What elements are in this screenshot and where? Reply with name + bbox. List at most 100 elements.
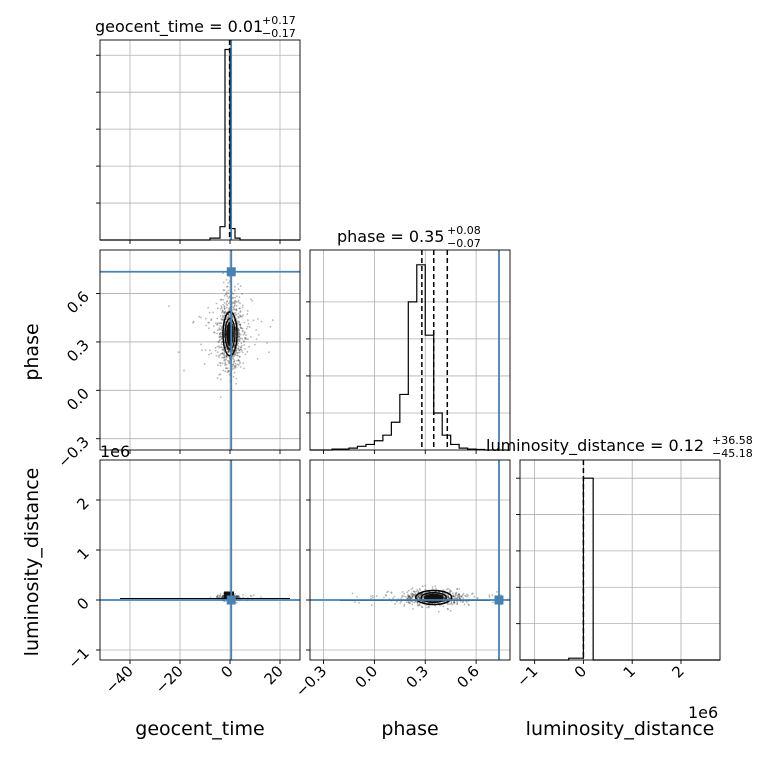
phase-vs-geocent-time-sample-point bbox=[213, 331, 216, 334]
phase-marginal-bin-5 bbox=[366, 444, 374, 450]
luminosity-distance-vs-phase-sample-point bbox=[416, 601, 419, 604]
phase-vs-geocent-time-sample-point bbox=[218, 336, 221, 339]
luminosity-distance-vs-phase-sample-point bbox=[424, 588, 427, 591]
phase-vs-geocent-time-sample-point bbox=[227, 370, 230, 373]
phase-vs-geocent-time-sample-point bbox=[247, 323, 250, 325]
phase-vs-geocent-time-sample-point bbox=[221, 352, 224, 355]
phase-vs-geocent-time-sample-point bbox=[210, 319, 213, 322]
phase-vs-geocent-time-sample-point bbox=[223, 356, 226, 358]
phase-vs-geocent-time-sample-point bbox=[243, 332, 246, 335]
phase-vs-geocent-time-sample-point bbox=[225, 301, 228, 303]
phase-vs-geocent-time-sample-point bbox=[241, 338, 244, 340]
phase-vs-geocent-time-sample-point bbox=[233, 353, 236, 356]
luminosity-distance-vs-phase-sample-point bbox=[411, 594, 414, 597]
luminosity-distance-vs-phase-sample-point bbox=[450, 602, 453, 605]
phase-vs-geocent-time-sample-point bbox=[227, 292, 230, 295]
luminosity-distance-vs-geocent-time-xticklabel-1: −20 bbox=[152, 662, 187, 697]
phase-vs-geocent-time-sample-point bbox=[235, 365, 237, 367]
luminosity-distance-vs-phase-sample-point bbox=[447, 596, 450, 599]
phase-vs-geocent-time-sample-point bbox=[222, 314, 224, 317]
phase-vs-geocent-time-sample-point bbox=[219, 346, 222, 348]
phase-vs-geocent-time-sample-point bbox=[240, 344, 243, 347]
luminosity-distance-vs-phase-xticklabel-0: −0.3 bbox=[292, 662, 330, 700]
phase-vs-geocent-time-sample-point bbox=[239, 285, 242, 288]
luminosity-distance-vs-phase-sample-point bbox=[454, 593, 457, 596]
phase-vs-geocent-time-sample-point bbox=[239, 366, 242, 368]
luminosity-distance-vs-phase-sample-point bbox=[488, 594, 491, 597]
phase-vs-geocent-time-sample-point bbox=[220, 329, 223, 332]
luminosity-distance-vs-phase-sample-point bbox=[446, 596, 449, 598]
phase-vs-geocent-time-sample-point bbox=[238, 307, 241, 310]
luminosity-distance-vs-phase-sample-point bbox=[453, 597, 455, 600]
geocent-time-marginal-frame bbox=[99, 39, 301, 241]
luminosity-distance-vs-phase-sample-point bbox=[465, 595, 467, 597]
phase-vs-geocent-time-sample-point bbox=[260, 320, 263, 323]
luminosity-distance-vs-phase-sample-point bbox=[411, 603, 414, 606]
luminosity-distance-vs-phase-sample-point bbox=[416, 602, 419, 605]
luminosity-distance-vs-phase-sample-point bbox=[442, 589, 445, 592]
phase-vs-geocent-time-sample-point bbox=[228, 346, 231, 349]
luminosity-distance-vs-phase-sample-point bbox=[409, 602, 411, 605]
phase-vs-geocent-time-sample-point bbox=[221, 316, 224, 318]
phase-vs-geocent-time-sample-point bbox=[218, 354, 220, 357]
phase-vs-geocent-time-sample-point bbox=[233, 285, 236, 288]
luminosity-distance-vs-geocent-time-sample-point bbox=[219, 593, 222, 595]
phase-vs-geocent-time-sample-point bbox=[248, 345, 250, 348]
luminosity-distance-vs-phase-sample-point bbox=[446, 608, 449, 610]
luminosity-distance-vs-phase-sample-point bbox=[461, 594, 464, 596]
title-geocent-time-sup: +0.17 bbox=[262, 14, 296, 27]
phase-vs-geocent-time-sample-point bbox=[218, 333, 221, 336]
luminosity-distance-vs-phase-sample-point bbox=[408, 601, 410, 604]
luminosity-distance-vs-phase-sample-point bbox=[447, 595, 450, 597]
luminosity-distance-vs-geocent-time-sample-point bbox=[236, 596, 239, 599]
phase-vs-geocent-time-sample-point bbox=[245, 337, 247, 339]
luminosity-distance-vs-phase-sample-point bbox=[415, 590, 418, 593]
luminosity-distance-vs-phase-sample-point bbox=[449, 591, 451, 594]
luminosity-distance-vs-phase-sample-point bbox=[447, 595, 449, 598]
phase-vs-geocent-time-sample-point bbox=[222, 348, 225, 351]
luminosity-distance-vs-phase-sample-point bbox=[416, 604, 419, 607]
luminosity-distance-vs-phase-sample-point bbox=[371, 595, 374, 597]
phase-vs-geocent-time-sample-point bbox=[237, 327, 239, 330]
luminosity-distance-vs-phase-sample-point bbox=[358, 601, 361, 604]
phase-vs-geocent-time-sample-point bbox=[233, 307, 236, 310]
phase-vs-geocent-time-sample-point bbox=[232, 363, 235, 366]
phase-vs-geocent-time-sample-point bbox=[214, 346, 217, 349]
phase-vs-geocent-time-sample-point bbox=[237, 331, 240, 333]
luminosity-distance-vs-geocent-time-sample-point bbox=[235, 601, 238, 604]
luminosity-distance-vs-phase-xticklabel-1: 0.0 bbox=[352, 662, 382, 692]
luminosity-distance-vs-phase-sample-point bbox=[447, 608, 449, 610]
phase-vs-geocent-time-sample-point bbox=[220, 298, 223, 301]
phase-vs-geocent-time-sample-point bbox=[204, 349, 207, 351]
phase-vs-geocent-time-sample-point bbox=[207, 327, 210, 330]
title-phase-sup: +0.08 bbox=[447, 224, 481, 237]
phase-vs-geocent-time-sample-point bbox=[246, 313, 249, 316]
phase-vs-geocent-time-yticklabel-3: 0.6 bbox=[63, 288, 93, 318]
phase-vs-geocent-time-sample-point bbox=[235, 300, 237, 303]
phase-vs-geocent-time-sample-point bbox=[236, 342, 239, 345]
luminosity-distance-vs-phase-sample-point bbox=[460, 595, 463, 598]
phase-vs-geocent-time-sample-point bbox=[237, 347, 240, 350]
luminosity-distance-vs-phase-sample-point bbox=[420, 605, 423, 608]
phase-vs-geocent-time-sample-point bbox=[219, 331, 222, 334]
luminosity-distance-vs-geocent-time-sample-point bbox=[237, 595, 240, 597]
phase-vs-geocent-time-sample-point bbox=[215, 322, 217, 325]
phase-vs-geocent-time-sample-point bbox=[216, 332, 219, 335]
phase-vs-geocent-time-sample-point bbox=[224, 362, 227, 365]
phase-vs-geocent-time-sample-point bbox=[244, 353, 247, 356]
phase-vs-geocent-time-sample-point bbox=[232, 348, 234, 351]
luminosity-distance-vs-geocent-time-sample-point bbox=[235, 595, 238, 598]
phase-vs-geocent-time-sample-point bbox=[223, 305, 226, 308]
phase-vs-geocent-time-sample-point bbox=[238, 335, 241, 338]
luminosity-distance-vs-phase-sample-point bbox=[390, 591, 393, 594]
phase-vs-geocent-time-sample-point bbox=[223, 351, 226, 354]
luminosity-distance-vs-phase-sample-point bbox=[409, 596, 412, 599]
phase-vs-geocent-time-sample-point bbox=[225, 306, 228, 309]
phase-vs-geocent-time-sample-point bbox=[251, 300, 254, 302]
phase-vs-geocent-time-sample-point bbox=[233, 367, 235, 370]
luminosity-distance-vs-phase-sample-point bbox=[410, 597, 413, 599]
phase-vs-geocent-time-sample-point bbox=[216, 323, 219, 326]
phase-vs-geocent-time-sample-point bbox=[233, 343, 236, 346]
phase-vs-geocent-time-sample-point bbox=[224, 311, 226, 314]
phase-vs-geocent-time-sample-point bbox=[218, 339, 221, 342]
